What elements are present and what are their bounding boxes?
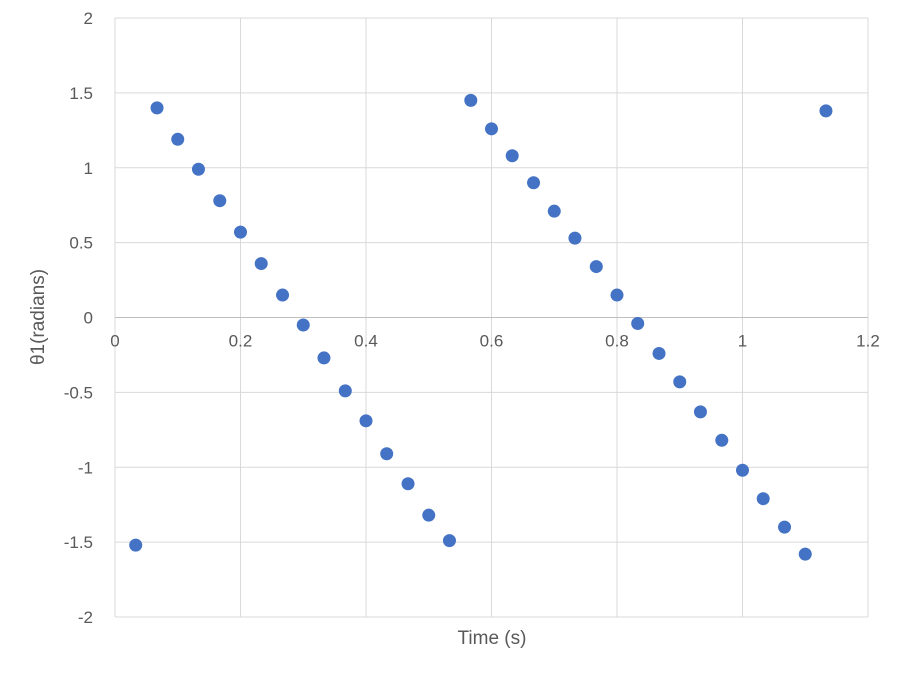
data-point: [254, 257, 268, 271]
data-point: [150, 101, 164, 115]
data-point: [359, 414, 373, 428]
x-tick-label: 0.2: [229, 332, 253, 351]
y-tick-label: -1.5: [64, 533, 93, 552]
data-point: [568, 231, 582, 245]
y-axis-title: θ1(radians): [28, 269, 49, 365]
data-point: [819, 104, 833, 118]
y-tick-label: 2: [84, 9, 93, 28]
x-tick-label: 1.2: [856, 332, 880, 351]
data-point: [693, 405, 707, 419]
y-tick-label: -0.5: [64, 383, 93, 402]
x-tick-label: 0: [110, 332, 119, 351]
data-point: [276, 288, 290, 302]
y-tick-label: -2: [78, 608, 93, 627]
data-point: [778, 520, 792, 534]
data-point: [442, 534, 456, 548]
data-point: [464, 93, 478, 107]
data-point: [547, 204, 561, 218]
x-tick-label: 0.6: [480, 332, 504, 351]
data-point: [527, 176, 541, 190]
data-point: [129, 538, 143, 552]
data-point: [652, 346, 666, 360]
data-point: [756, 492, 770, 506]
data-point: [589, 260, 603, 274]
data-point: [234, 225, 247, 239]
data-point: [715, 433, 729, 447]
y-tick-label: 1.5: [69, 84, 93, 103]
data-point: [380, 447, 394, 461]
y-tick-label: 0: [84, 309, 93, 328]
data-point: [317, 351, 331, 365]
x-tick-label: 0.4: [354, 332, 378, 351]
y-tick-label: 1: [84, 159, 93, 178]
x-axis-title: Time (s): [458, 628, 527, 649]
x-tick-label: 1: [738, 332, 747, 351]
y-tick-label: -1: [78, 458, 93, 477]
data-point: [296, 318, 310, 332]
tick-labels: 0 0.2 0.4 0.6 0.8 1 1.2 2 1.5 1 0.5 0 -0.5 -1 -1.5 -2: [64, 9, 880, 627]
data-point: [338, 384, 352, 398]
data-point: [798, 547, 812, 561]
data-point: [213, 194, 227, 208]
data-point: [505, 149, 519, 163]
data-points: [129, 93, 833, 561]
data-point: [401, 477, 415, 491]
y-tick-label: 0.5: [69, 234, 93, 253]
data-point: [422, 508, 436, 522]
data-point: [631, 316, 645, 330]
data-point: [171, 132, 185, 146]
data-point: [610, 288, 624, 302]
data-point: [736, 463, 749, 477]
data-point: [673, 375, 687, 389]
data-point: [485, 122, 498, 136]
data-point: [191, 162, 205, 176]
x-tick-label: 0.8: [605, 332, 629, 351]
